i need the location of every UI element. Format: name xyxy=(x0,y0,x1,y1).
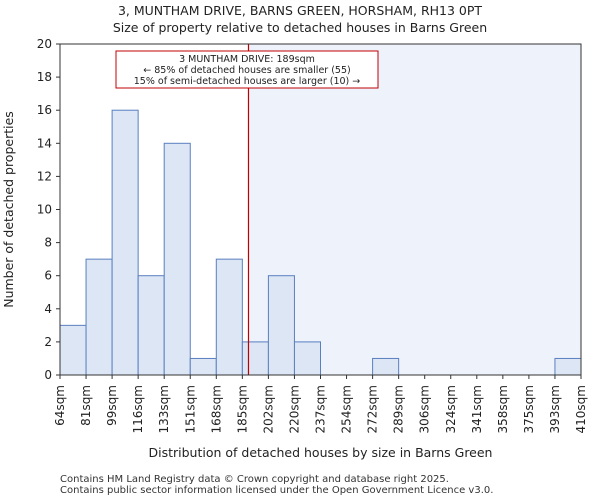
bar-185sqm xyxy=(241,341,269,376)
y-tick-label: 10 xyxy=(37,203,52,217)
annotation-box: 3 MUNTHAM DRIVE: 189sqm ← 85% of detache… xyxy=(115,50,379,89)
x-axis-label: Distribution of detached houses by size … xyxy=(149,445,493,460)
x-tick-label: 341sqm xyxy=(470,385,484,433)
bar-393sqm xyxy=(554,357,582,376)
x-tick-label: 99sqm xyxy=(105,385,119,426)
chart-subtitle: Size of property relative to detached ho… xyxy=(112,20,488,35)
annotation-border xyxy=(115,50,379,89)
chart-title: 3, MUNTHAM DRIVE, BARNS GREEN, HORSHAM, … xyxy=(117,3,483,18)
x-tick-label: 306sqm xyxy=(418,385,432,433)
y-tick-label: 4 xyxy=(44,302,52,316)
x-tick-label: 220sqm xyxy=(287,385,301,433)
y-tick-label: 2 xyxy=(44,335,52,349)
y-tick-label: 0 xyxy=(44,368,52,382)
y-tick-label: 6 xyxy=(44,269,52,283)
x-tick-label: 410sqm xyxy=(574,385,588,433)
highlight-region xyxy=(248,44,581,375)
x-tick-label: 289sqm xyxy=(392,385,406,433)
annotation-line-3: 15% of semi-detached houses are larger (… xyxy=(134,76,361,87)
x-tick-label: 324sqm xyxy=(444,385,458,433)
bar-168sqm xyxy=(215,258,243,376)
x-tick-label: 151sqm xyxy=(183,385,197,433)
footer-line-2: Contains public sector information licen… xyxy=(60,485,494,496)
y-axis: 0 2 4 6 8 10 12 14 16 18 20 xyxy=(37,37,60,382)
bar-64sqm xyxy=(59,324,87,376)
x-tick-label: 202sqm xyxy=(261,385,275,433)
bar-81sqm xyxy=(85,258,113,376)
x-tick-label: 185sqm xyxy=(235,385,249,433)
bar-99sqm xyxy=(111,109,139,376)
y-tick-label: 12 xyxy=(37,169,52,183)
annotation-line-1: 3 MUNTHAM DRIVE: 189sqm xyxy=(179,54,315,65)
x-tick-label: 358sqm xyxy=(496,385,510,433)
x-tick-label: 393sqm xyxy=(548,385,562,433)
bar-116sqm xyxy=(137,275,165,376)
x-tick-label: 254sqm xyxy=(340,385,354,433)
x-tick-label: 237sqm xyxy=(314,385,328,433)
x-tick-label: 272sqm xyxy=(366,385,380,433)
bar-220sqm xyxy=(293,341,322,376)
x-tick-label: 81sqm xyxy=(79,385,93,426)
bar-272sqm xyxy=(372,357,400,376)
x-tick-label: 64sqm xyxy=(53,385,67,426)
x-tick-label: 133sqm xyxy=(157,385,171,433)
plot-frame xyxy=(59,43,582,376)
annotation-line-2: ← 85% of detached houses are smaller (55… xyxy=(143,65,350,76)
x-tick-label: 375sqm xyxy=(522,385,536,433)
y-axis-label: Number of detached properties xyxy=(1,111,16,308)
y-tick-label: 18 xyxy=(37,70,52,84)
x-axis: 64sqm 81sqm 99sqm 116sqm 133sqm 151sqm 168sqm 1… xyxy=(53,375,588,433)
bar-202sqm xyxy=(267,275,295,376)
footer-line-1: Contains HM Land Registry data © Crown c… xyxy=(60,474,449,485)
y-tick-label: 16 xyxy=(37,103,52,117)
x-tick-label: 116sqm xyxy=(131,385,145,433)
bars-group xyxy=(59,109,582,376)
bar-133sqm xyxy=(163,142,191,376)
bar-151sqm xyxy=(189,357,217,376)
y-tick-label: 14 xyxy=(37,136,52,150)
y-tick-label: 8 xyxy=(44,236,52,250)
y-tick-label: 20 xyxy=(37,37,52,51)
x-tick-label: 168sqm xyxy=(209,385,223,433)
